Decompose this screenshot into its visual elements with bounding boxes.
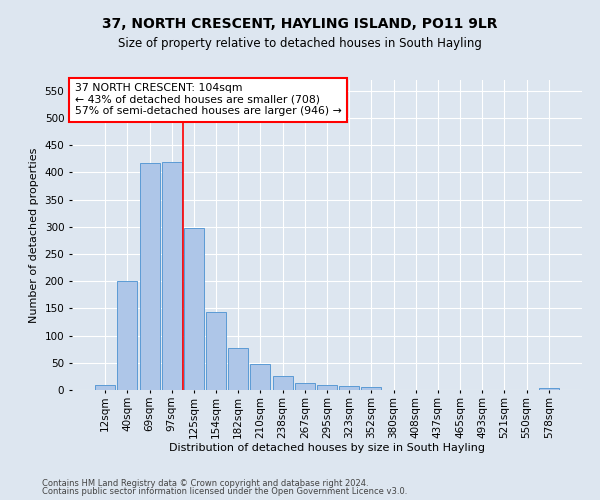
Text: 37 NORTH CRESCENT: 104sqm
← 43% of detached houses are smaller (708)
57% of semi: 37 NORTH CRESCENT: 104sqm ← 43% of detac… xyxy=(74,83,341,116)
Text: 37, NORTH CRESCENT, HAYLING ISLAND, PO11 9LR: 37, NORTH CRESCENT, HAYLING ISLAND, PO11… xyxy=(102,18,498,32)
Bar xyxy=(140,162,160,390)
Bar xyxy=(295,383,315,390)
Bar xyxy=(184,228,204,390)
Bar xyxy=(361,388,382,390)
Bar xyxy=(272,376,293,390)
Y-axis label: Number of detached properties: Number of detached properties xyxy=(29,148,39,322)
Bar xyxy=(539,388,559,390)
Bar xyxy=(317,384,337,390)
Bar xyxy=(250,364,271,390)
Bar xyxy=(228,348,248,390)
Bar xyxy=(339,386,359,390)
Bar xyxy=(118,281,137,390)
Text: Contains HM Land Registry data © Crown copyright and database right 2024.: Contains HM Land Registry data © Crown c… xyxy=(42,478,368,488)
Bar xyxy=(162,162,182,390)
X-axis label: Distribution of detached houses by size in South Hayling: Distribution of detached houses by size … xyxy=(169,443,485,453)
Bar xyxy=(206,312,226,390)
Text: Contains public sector information licensed under the Open Government Licence v3: Contains public sector information licen… xyxy=(42,487,407,496)
Text: Size of property relative to detached houses in South Hayling: Size of property relative to detached ho… xyxy=(118,38,482,51)
Bar xyxy=(95,384,115,390)
